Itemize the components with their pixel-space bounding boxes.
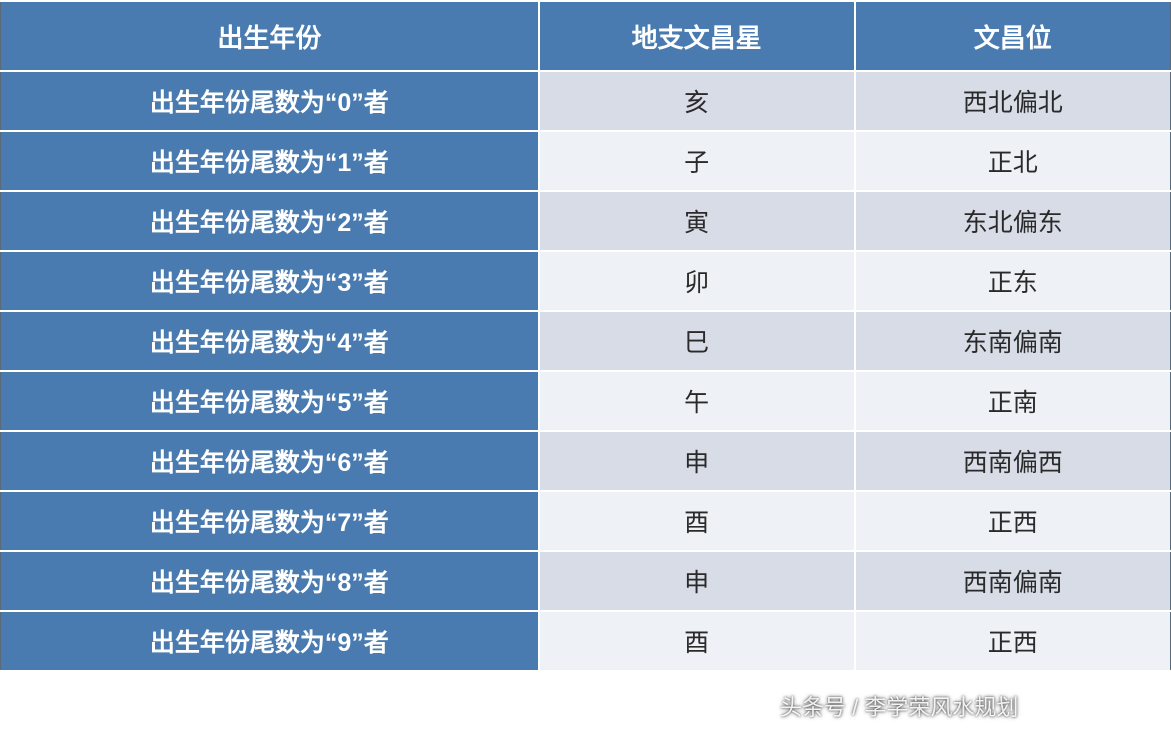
cell-dizhi: 午 [539, 371, 855, 431]
cell-dizhi: 酉 [539, 491, 855, 551]
cell-position: 东南偏南 [855, 311, 1171, 371]
table-row: 出生年份尾数为“9”者 酉 正西 [1, 611, 1171, 671]
cell-dizhi: 卯 [539, 251, 855, 311]
cell-birth-year: 出生年份尾数为“6”者 [1, 431, 539, 491]
table-row: 出生年份尾数为“0”者 亥 西北偏北 [1, 71, 1171, 131]
cell-dizhi: 寅 [539, 191, 855, 251]
table-header-row: 出生年份 地支文昌星 文昌位 [1, 1, 1171, 71]
table-row: 出生年份尾数为“5”者 午 正南 [1, 371, 1171, 431]
cell-birth-year: 出生年份尾数为“3”者 [1, 251, 539, 311]
cell-position: 西南偏西 [855, 431, 1171, 491]
cell-position: 西北偏北 [855, 71, 1171, 131]
cell-birth-year: 出生年份尾数为“5”者 [1, 371, 539, 431]
cell-dizhi: 申 [539, 551, 855, 611]
col-header-birth-year: 出生年份 [1, 1, 539, 71]
cell-position: 正东 [855, 251, 1171, 311]
cell-birth-year: 出生年份尾数为“4”者 [1, 311, 539, 371]
table-row: 出生年份尾数为“8”者 申 西南偏南 [1, 551, 1171, 611]
cell-position: 正西 [855, 491, 1171, 551]
table-row: 出生年份尾数为“2”者 寅 东北偏东 [1, 191, 1171, 251]
cell-birth-year: 出生年份尾数为“1”者 [1, 131, 539, 191]
table-row: 出生年份尾数为“1”者 子 正北 [1, 131, 1171, 191]
table-row: 出生年份尾数为“6”者 申 西南偏西 [1, 431, 1171, 491]
table-row: 出生年份尾数为“7”者 酉 正西 [1, 491, 1171, 551]
col-header-wenchang-position: 文昌位 [855, 1, 1171, 71]
cell-birth-year: 出生年份尾数为“0”者 [1, 71, 539, 131]
cell-position: 西南偏南 [855, 551, 1171, 611]
cell-dizhi: 子 [539, 131, 855, 191]
cell-birth-year: 出生年份尾数为“9”者 [1, 611, 539, 671]
cell-dizhi: 酉 [539, 611, 855, 671]
cell-birth-year: 出生年份尾数为“7”者 [1, 491, 539, 551]
cell-position: 正南 [855, 371, 1171, 431]
cell-dizhi: 巳 [539, 311, 855, 371]
cell-dizhi: 申 [539, 431, 855, 491]
cell-position: 正北 [855, 131, 1171, 191]
watermark-text: 头条号 / 李学荣风水规划 [780, 690, 1018, 722]
col-header-dizhi-star: 地支文昌星 [539, 1, 855, 71]
cell-position: 东北偏东 [855, 191, 1171, 251]
cell-birth-year: 出生年份尾数为“2”者 [1, 191, 539, 251]
cell-dizhi: 亥 [539, 71, 855, 131]
cell-position: 正西 [855, 611, 1171, 671]
table-row: 出生年份尾数为“3”者 卯 正东 [1, 251, 1171, 311]
wenchang-table: 出生年份 地支文昌星 文昌位 出生年份尾数为“0”者 亥 西北偏北 出生年份尾数… [0, 0, 1171, 672]
cell-birth-year: 出生年份尾数为“8”者 [1, 551, 539, 611]
table-row: 出生年份尾数为“4”者 巳 东南偏南 [1, 311, 1171, 371]
